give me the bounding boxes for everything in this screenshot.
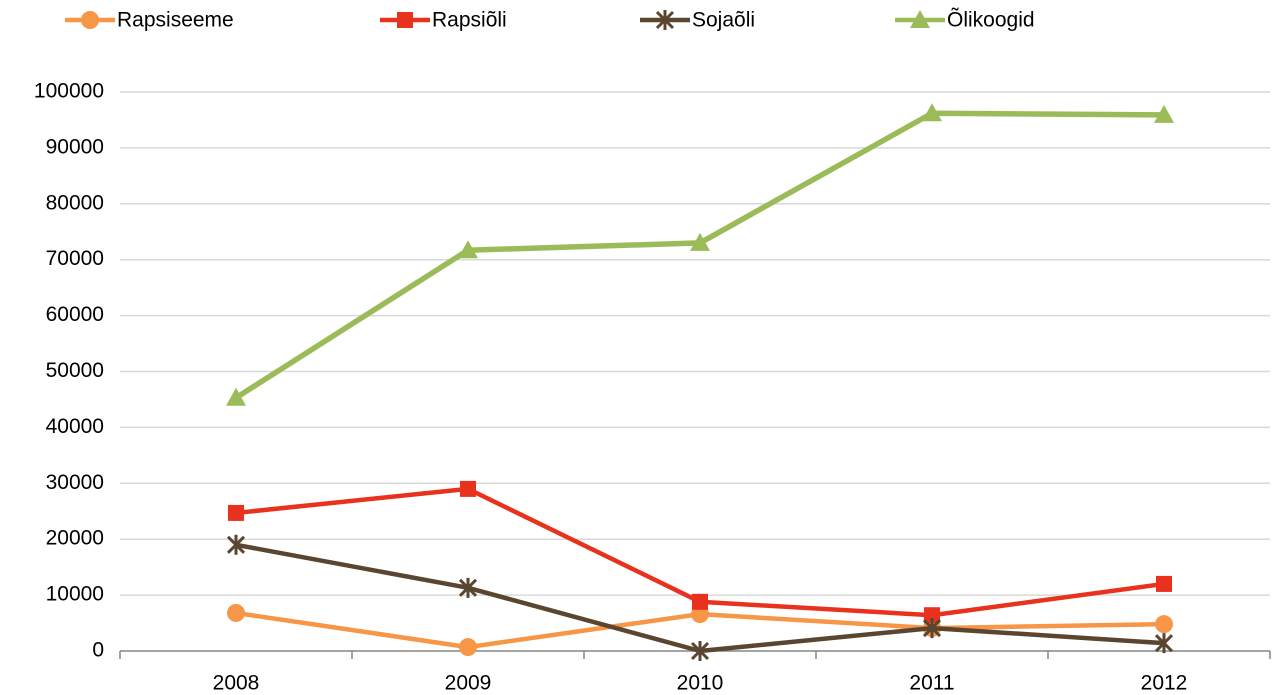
marker — [1154, 633, 1174, 654]
marker — [1156, 575, 1172, 592]
y-tick-label: 20000 — [46, 527, 104, 550]
y-tick-label: 0 — [92, 639, 104, 662]
y-tick-label: 90000 — [46, 135, 104, 158]
series-line — [234, 110, 1165, 401]
y-tick-label: 10000 — [46, 583, 104, 606]
y-tick-label: 70000 — [46, 247, 104, 270]
x-tick-label: 2009 — [445, 672, 492, 695]
marker — [458, 577, 478, 598]
legend-marker — [81, 11, 99, 29]
marker — [226, 387, 246, 406]
legend-marker — [655, 10, 675, 30]
legend-marker — [910, 10, 930, 28]
marker — [690, 232, 710, 251]
y-tick-label: 30000 — [46, 471, 104, 494]
marker — [922, 618, 942, 639]
marker — [226, 534, 246, 555]
marker — [690, 641, 710, 661]
legend-label: Rapsiseeme — [117, 9, 234, 32]
marker — [228, 504, 244, 521]
marker — [1155, 615, 1173, 634]
legend-label: Sojaõli — [692, 9, 755, 32]
marker — [458, 240, 478, 259]
y-tick-label: 60000 — [46, 303, 104, 326]
y-tick-label: 50000 — [46, 359, 104, 382]
x-tick-label: 2011 — [909, 672, 954, 695]
marker — [924, 607, 940, 624]
legend-label: Rapsiõli — [432, 9, 507, 32]
marker — [692, 593, 708, 610]
marker — [459, 638, 477, 657]
legend-marker — [397, 12, 413, 28]
x-tick-label: 2010 — [677, 672, 724, 695]
x-tick-label: 2008 — [213, 672, 260, 695]
marker — [460, 480, 476, 497]
y-tick-label: 80000 — [46, 191, 104, 214]
y-tick-label: 100000 — [34, 80, 104, 103]
marker — [922, 103, 942, 122]
y-tick-label: 40000 — [46, 415, 104, 438]
x-tick-label: 2012 — [1141, 672, 1188, 695]
legend-label: Õlikoogid — [947, 8, 1035, 32]
marker — [227, 603, 245, 622]
marker — [1154, 104, 1174, 123]
